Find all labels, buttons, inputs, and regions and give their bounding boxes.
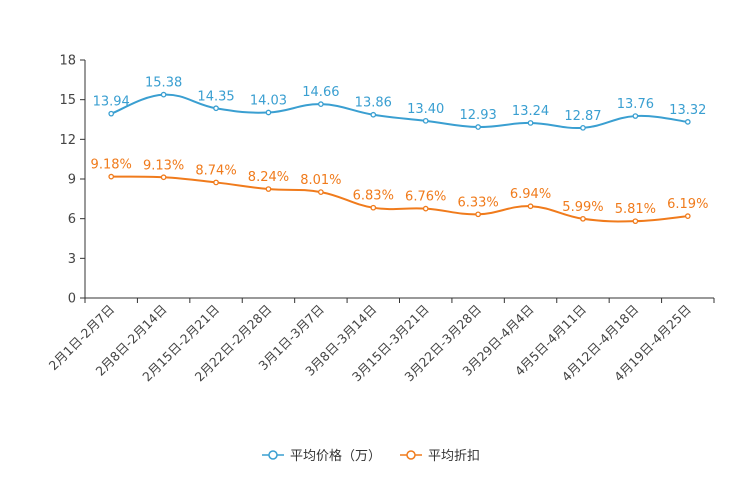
data-point: [318, 101, 324, 108]
data-label: 15.38: [145, 76, 182, 91]
data-point: [108, 110, 115, 117]
legend[interactable]: 平均价格（万） 平均折扣: [262, 448, 480, 464]
data-point: [160, 174, 167, 181]
data-point: [632, 218, 639, 225]
data-label: 8.01%: [300, 173, 341, 188]
data-label: 14.03: [250, 93, 287, 108]
data-point: [684, 119, 691, 125]
data-point: [422, 117, 429, 124]
data-label: 14.66: [302, 85, 339, 100]
data-label: 6.76%: [405, 190, 446, 205]
data-point: [108, 173, 115, 180]
data-label: 6.83%: [353, 189, 394, 204]
legend-swatch-marker: [406, 450, 416, 460]
data-label: 5.81%: [615, 202, 656, 217]
y-tick-label: 18: [59, 54, 76, 69]
y-tick-label: 12: [59, 133, 76, 148]
data-label: 12.87: [564, 109, 601, 124]
data-label: 13.76: [617, 97, 654, 112]
data-label: 13.32: [669, 103, 706, 118]
data-point: [475, 211, 481, 218]
data-label: 9.13%: [143, 158, 184, 173]
data-label: 8.74%: [195, 163, 236, 178]
data-point: [160, 91, 167, 98]
data-point: [318, 189, 324, 195]
data-label: 6.19%: [667, 197, 708, 212]
data-label: 13.94: [93, 95, 130, 110]
y-tick-label: 15: [59, 93, 76, 108]
data-point: [580, 124, 586, 131]
series-line-1: [110, 93, 688, 130]
data-label: 12.93: [460, 108, 497, 123]
legend-label: 平均折扣: [428, 449, 480, 464]
data-label: 6.94%: [510, 187, 551, 202]
y-tick-label: 0: [68, 292, 76, 307]
y-tick-label: 6: [68, 212, 76, 227]
data-label: 13.86: [355, 96, 392, 111]
data-point: [527, 203, 534, 210]
data-point: [213, 179, 219, 186]
data-label: 5.99%: [562, 200, 603, 215]
y-tick-label: 9: [68, 173, 76, 188]
data-point: [370, 111, 377, 118]
data-label: 8.24%: [248, 170, 289, 185]
data-point: [213, 105, 219, 112]
data-point: [265, 109, 272, 116]
data-point: [422, 205, 429, 212]
data-point: [370, 204, 377, 211]
legend-label: 平均价格（万）: [290, 448, 381, 464]
series-line-2: [111, 175, 688, 223]
legend-swatch-marker: [268, 450, 278, 460]
data-point: [580, 215, 586, 222]
data-label: 9.18%: [91, 158, 132, 173]
y-tick-label: 3: [68, 252, 76, 267]
data-label: 13.40: [407, 102, 444, 117]
data-point: [475, 124, 481, 130]
data-label: 14.35: [197, 89, 234, 104]
data-point: [265, 186, 272, 192]
data-label: 13.24: [512, 104, 549, 119]
data-point: [684, 213, 691, 220]
data-point: [527, 120, 534, 126]
data-label: 6.33%: [457, 195, 498, 210]
series-layer: 13.94 15.38 14.35 14.03 14.66 13.86 13.40 12.93…: [91, 76, 708, 225]
data-point: [632, 113, 639, 119]
